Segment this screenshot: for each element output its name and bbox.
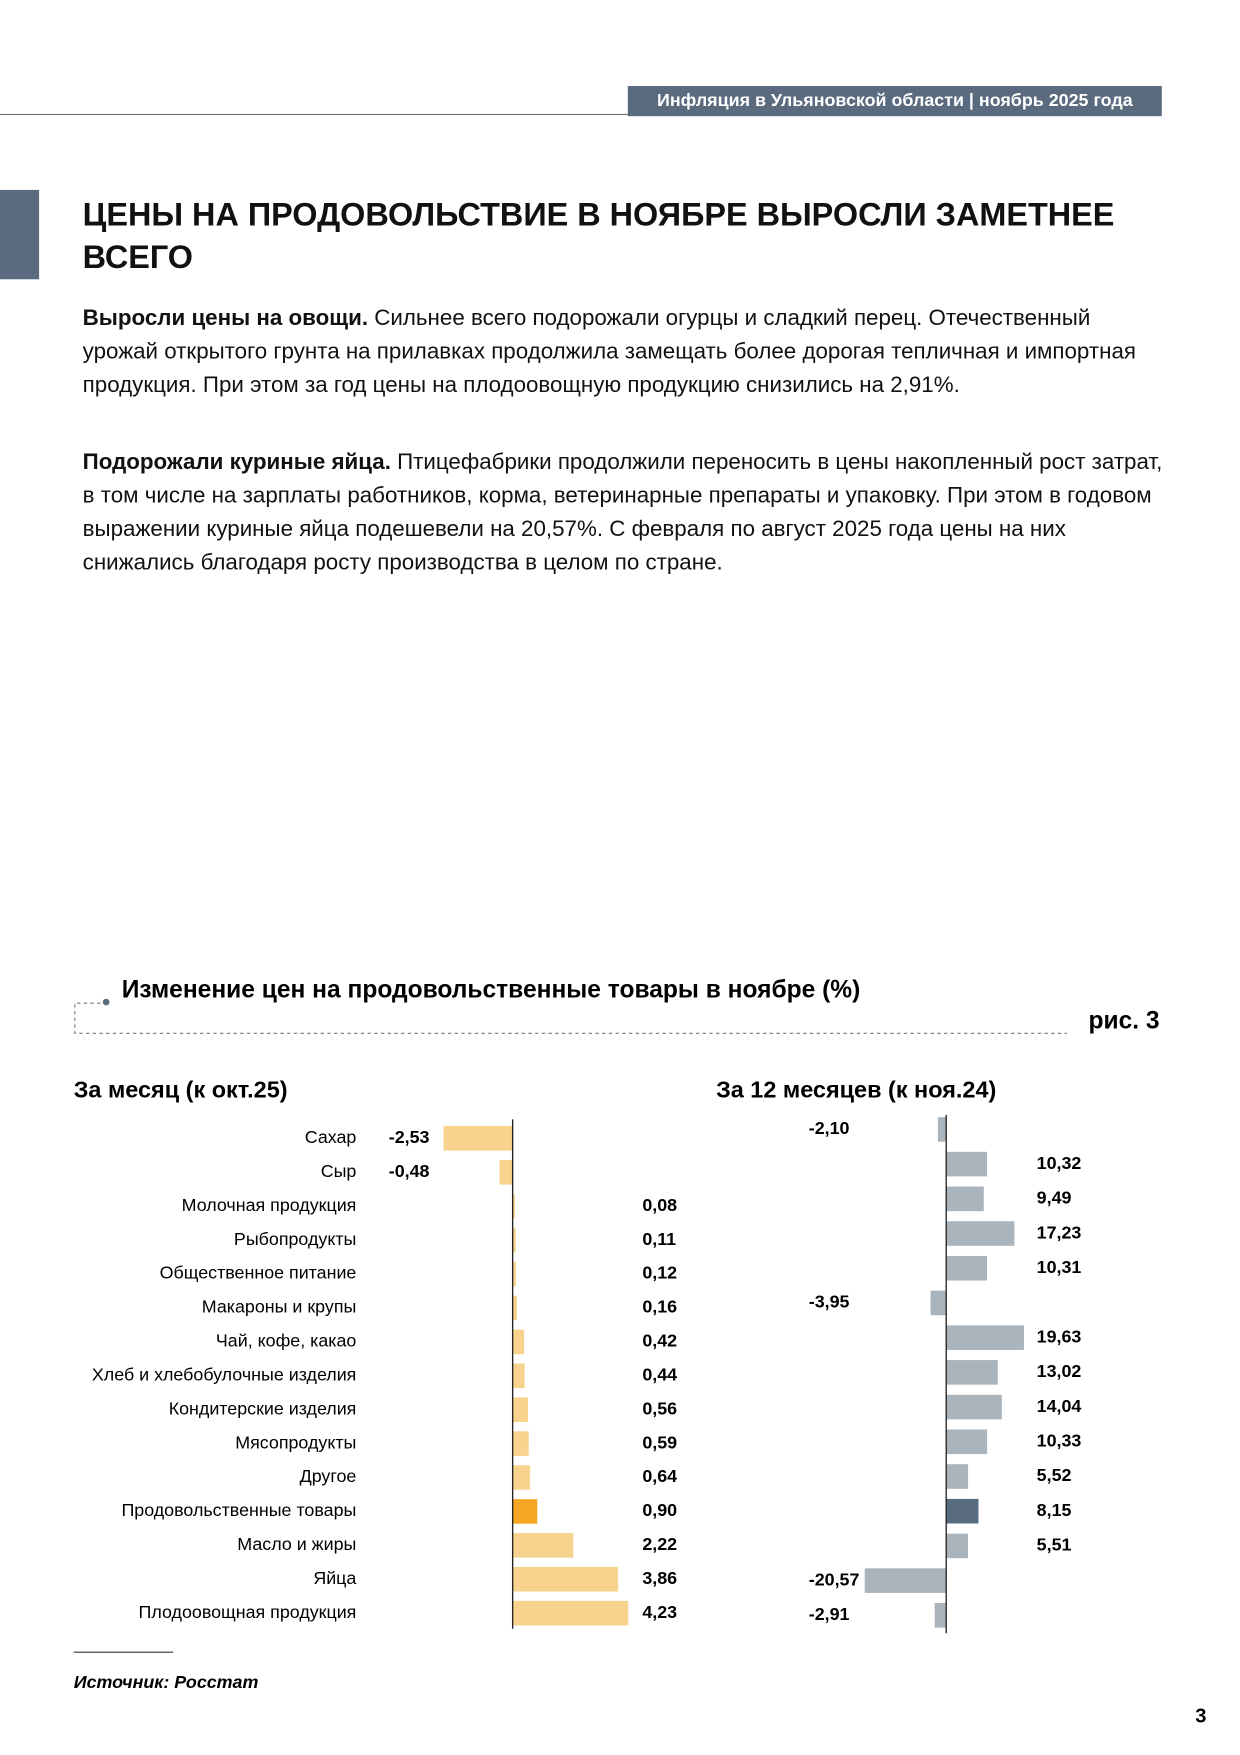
- value-label: 8,15: [1037, 1500, 1072, 1520]
- bar: [512, 1566, 619, 1592]
- bar: [930, 1290, 947, 1316]
- category-label: Общественное питание: [160, 1263, 357, 1283]
- chart-subtitle: За месяц (к окт.25): [74, 1077, 288, 1103]
- value-label: -3,95: [809, 1292, 850, 1312]
- figure-dot: [102, 998, 110, 1006]
- bar: [946, 1325, 1024, 1350]
- figure-title: Изменение цен на продовольственные товар…: [122, 976, 861, 1003]
- value-label: 0,11: [642, 1229, 676, 1249]
- header-title: Инфляция в Ульяновской области | ноябрь …: [627, 86, 1162, 117]
- bar: [946, 1394, 1002, 1420]
- bar: [512, 1533, 574, 1558]
- accent-block: [0, 189, 40, 280]
- category-label: Хлеб и хлебобулочные изделия: [92, 1364, 356, 1384]
- bar: [512, 1397, 528, 1422]
- value-label: 0,59: [642, 1432, 677, 1452]
- bar: [946, 1464, 969, 1489]
- bar: [946, 1186, 984, 1212]
- category-label: Мясопродукты: [235, 1432, 356, 1452]
- category-label: Молочная продукция: [182, 1195, 357, 1215]
- bar: [499, 1159, 513, 1185]
- bar: [512, 1193, 515, 1219]
- bar: [512, 1329, 525, 1355]
- page-number: 3: [1195, 1705, 1206, 1727]
- value-label: 19,63: [1037, 1326, 1082, 1346]
- category-label: Другое: [300, 1466, 357, 1486]
- value-label: 0,12: [642, 1263, 677, 1283]
- value-label: 0,08: [642, 1195, 677, 1215]
- value-label: 17,23: [1037, 1222, 1082, 1242]
- value-label: 10,33: [1037, 1431, 1082, 1451]
- category-label: Кондитерские изделия: [169, 1398, 357, 1418]
- value-label: -20,57: [809, 1569, 860, 1589]
- figure-label: рис. 3: [1088, 1008, 1159, 1035]
- paragraph-text: Птицефабрики продолжили переносить в цен…: [82, 450, 1163, 576]
- bar: [864, 1568, 947, 1593]
- value-label: -2,91: [809, 1604, 850, 1624]
- value-label: 3,86: [642, 1568, 677, 1588]
- bar: [512, 1363, 525, 1389]
- bar: [946, 1221, 1015, 1246]
- value-label: 5,51: [1037, 1535, 1072, 1555]
- category-label: Сахар: [305, 1127, 357, 1147]
- header-rule: [0, 113, 628, 116]
- paragraph-text: Сильнее всего подорожали огурцы и сладки…: [82, 306, 1136, 398]
- figure-frame: [74, 1002, 1067, 1034]
- paragraph-lead: Подорожали куриные яйца.: [82, 450, 391, 475]
- bar: [512, 1261, 516, 1287]
- value-label: 10,31: [1037, 1257, 1082, 1277]
- bar: [512, 1499, 538, 1524]
- value-label: 10,32: [1037, 1153, 1082, 1173]
- source: Источник: Росстат: [74, 1672, 259, 1692]
- category-label: Чай, кофе, какао: [216, 1331, 357, 1351]
- value-label: -2,10: [809, 1118, 850, 1138]
- category-label: Яйца: [313, 1568, 356, 1588]
- bar: [512, 1431, 529, 1456]
- category-label: Плодоовощная продукция: [139, 1602, 357, 1622]
- chart-subtitle: За 12 месяцев (к ноя.24): [716, 1077, 996, 1103]
- bar: [512, 1227, 516, 1253]
- value-label: 14,04: [1037, 1396, 1082, 1416]
- value-label: -0,48: [389, 1161, 430, 1181]
- paragraph-lead: Выросли цены на овощи.: [82, 306, 369, 331]
- bar: [512, 1600, 629, 1626]
- category-label: Масло и жиры: [237, 1534, 356, 1554]
- value-label: 0,42: [642, 1331, 677, 1351]
- value-label: 0,90: [642, 1500, 677, 1520]
- section-title: ЦЕНЫ НА ПРОДОВОЛЬСТВИЕ В НОЯБРЕ ВЫРОСЛИ …: [82, 197, 1115, 276]
- value-label: 0,56: [642, 1398, 677, 1418]
- value-label: 0,44: [642, 1364, 677, 1384]
- bar: [512, 1465, 531, 1490]
- bar: [946, 1498, 979, 1524]
- value-label: -2,53: [389, 1127, 430, 1147]
- bar: [946, 1360, 998, 1385]
- category-label: Сыр: [321, 1161, 357, 1181]
- bar: [443, 1126, 513, 1151]
- value-label: 0,64: [642, 1466, 677, 1486]
- category-label: Продовольственные товары: [121, 1500, 356, 1520]
- category-label: Макароны и крупы: [202, 1297, 357, 1317]
- bar: [934, 1603, 947, 1628]
- value-label: 13,02: [1037, 1361, 1082, 1381]
- bar: [946, 1429, 988, 1455]
- bar: [937, 1117, 947, 1142]
- paragraph: Подорожали куриные яйца. Птицефабрики пр…: [83, 446, 1167, 580]
- category-label: Рыбопродукты: [234, 1229, 356, 1249]
- value-label: 2,22: [642, 1534, 677, 1554]
- value-label: 9,49: [1037, 1188, 1072, 1208]
- bar: [946, 1533, 969, 1559]
- paragraph: Выросли цены на овощи. Сильнее всего под…: [83, 302, 1167, 403]
- value-label: 0,16: [642, 1297, 677, 1317]
- bar: [512, 1295, 518, 1321]
- value-label: 4,23: [642, 1602, 677, 1622]
- bar: [946, 1151, 988, 1177]
- value-label: 5,52: [1037, 1465, 1072, 1485]
- bar: [946, 1255, 988, 1281]
